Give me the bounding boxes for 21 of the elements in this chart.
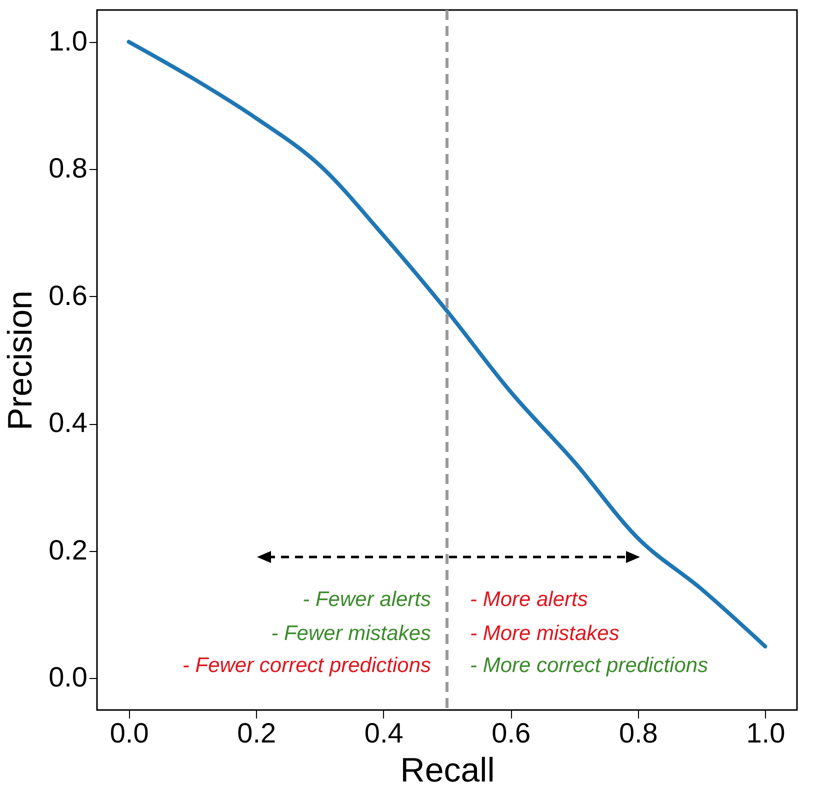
x-axis-title: Recall (400, 752, 495, 790)
annotation: - Fewer mistakes (271, 622, 432, 645)
annotation: - More mistakes (470, 622, 620, 645)
y-tick-label: 0.8 (48, 152, 88, 184)
line-series (126, 40, 768, 648)
y-tick-label: 0.6 (48, 280, 88, 311)
annotation: - Fewer alerts (302, 588, 432, 611)
annotation: - Fewer correct predictions (182, 654, 432, 677)
annotation: - More correct predictions (470, 654, 709, 677)
x-tick-label: 0.2 (237, 718, 276, 748)
x-tick-label: 0.0 (110, 718, 149, 748)
y-tick-label: 0.4 (48, 407, 88, 438)
y-tick-label: 0.2 (48, 534, 88, 566)
x-tick-label: 1.0 (746, 718, 786, 748)
y-axis-title: Precision (2, 290, 40, 430)
y-tick-label: 1.0 (48, 25, 88, 56)
x-tick-label: 0.4 (364, 718, 404, 748)
x-tick-label: 0.8 (618, 718, 658, 748)
y-tick-label: 0.0 (48, 662, 88, 693)
x-tick-label: 0.6 (492, 718, 531, 748)
annotation: - More alerts (470, 588, 588, 611)
